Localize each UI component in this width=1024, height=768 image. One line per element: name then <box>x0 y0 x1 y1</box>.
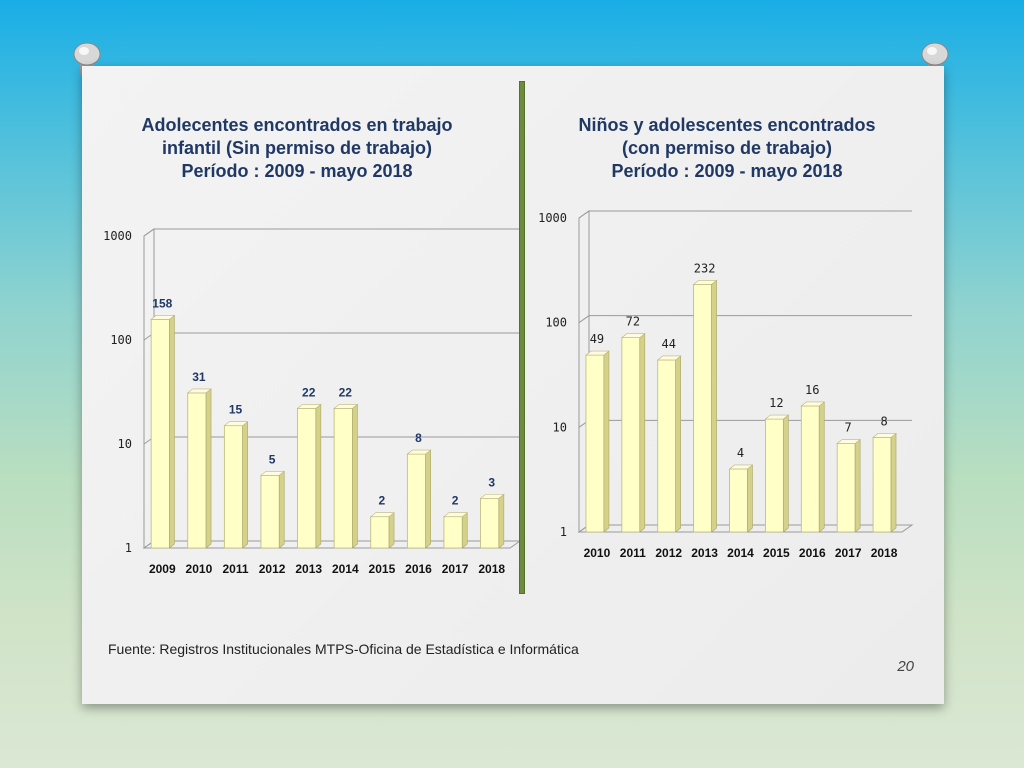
right-bar-side <box>818 401 825 533</box>
left-bar-top <box>150 315 176 320</box>
left-title-line-2: infantil (Sin permiso de trabajo) <box>161 138 433 158</box>
right-chart-title: Niños y adolescentes encontrados (con pe… <box>542 114 912 183</box>
left-title-line-3: Período : 2009 - mayo 2018 <box>181 161 413 181</box>
right-bar <box>657 359 677 533</box>
right-data-label: 44 <box>661 337 675 351</box>
left-data-label: 2 <box>452 494 459 508</box>
right-bar-top <box>728 464 754 470</box>
right-ytick-label: 100 <box>545 316 567 330</box>
right-xtick-label: 2015 <box>763 546 790 560</box>
right-data-label: 16 <box>805 383 819 397</box>
right-bar <box>585 354 605 533</box>
right-ytick-label: 10 <box>553 420 567 434</box>
right-bar-side <box>783 414 789 533</box>
right-bar-chart: 1 10 100 1000 49 2010 72 2011 44 2012 232 2013 4 2014… <box>538 210 914 560</box>
right-xtick-label: 2012 <box>655 546 682 560</box>
left-bar-top <box>260 471 286 476</box>
right-ytick-label: 1000 <box>538 211 567 225</box>
right-xtick-label: 2016 <box>799 546 826 560</box>
right-gridline <box>578 210 912 219</box>
source-note: Fuente: Registros Institucionales MTPS-O… <box>108 641 579 657</box>
right-title-line-2: (con permiso de trabajo) <box>621 138 833 158</box>
left-data-label: 3 <box>488 475 495 489</box>
left-xtick-label: 2011 <box>222 562 248 576</box>
right-bar <box>872 437 892 533</box>
right-data-label: 72 <box>626 315 640 329</box>
right-bar <box>621 337 641 533</box>
left-xtick-label: 2017 <box>442 562 469 576</box>
left-data-label: 5 <box>269 452 276 466</box>
left-data-label: 22 <box>339 385 353 399</box>
left-xtick-label: 2014 <box>332 562 359 576</box>
right-bar <box>765 418 784 533</box>
right-title-line-1: Niños y adolescentes encontrados <box>578 115 876 135</box>
right-bar <box>800 405 820 533</box>
left-ytick-label: 100 <box>110 333 132 347</box>
right-bar-top <box>692 280 718 285</box>
left-xtick-label: 2016 <box>405 562 432 576</box>
left-bar-top <box>443 512 469 517</box>
right-data-label: 4 <box>737 446 744 460</box>
right-bar <box>836 443 856 533</box>
right-xtick-label: 2013 <box>691 546 718 560</box>
left-data-label: 8 <box>415 431 422 445</box>
right-data-label: 232 <box>694 261 716 275</box>
left-ytick-label: 1 <box>125 541 132 555</box>
right-bar-top <box>872 433 897 438</box>
left-data-label: 158 <box>152 296 172 310</box>
right-xtick-label: 2010 <box>584 546 611 560</box>
left-chart-title: Adolecentes encontrados en trabajo infan… <box>112 114 482 183</box>
left-bar-top <box>296 404 322 409</box>
right-bar-top <box>656 355 682 361</box>
left-ytick-label: 1000 <box>103 229 132 243</box>
right-data-label: 7 <box>845 421 852 435</box>
right-bar-top <box>836 439 861 444</box>
left-bar-top <box>186 388 212 394</box>
right-bar-side <box>890 432 897 533</box>
page-number: 20 <box>897 658 914 675</box>
chart-divider <box>519 81 525 594</box>
right-bar-top <box>621 333 646 338</box>
right-xtick-label: 2011 <box>620 546 646 560</box>
right-bar-side <box>675 355 681 533</box>
left-data-label: 22 <box>302 385 316 399</box>
right-bar-top <box>585 350 610 356</box>
left-xtick-label: 2015 <box>369 562 396 576</box>
right-bar-top <box>764 414 790 420</box>
left-xtick-label: 2018 <box>478 562 505 576</box>
right-ytick-label: 1 <box>560 525 567 539</box>
left-bar-top <box>369 512 395 517</box>
right-xtick-label: 2017 <box>835 546 862 560</box>
right-xtick-label: 2018 <box>871 546 898 560</box>
right-xtick-label: 2014 <box>727 546 754 560</box>
right-data-label: 12 <box>769 396 783 410</box>
right-bar <box>693 284 712 533</box>
right-title-line-3: Período : 2009 - mayo 2018 <box>611 161 843 181</box>
left-bar-top <box>406 449 432 455</box>
left-xtick-label: 2013 <box>295 562 322 576</box>
left-bar-top <box>479 494 505 499</box>
left-data-label: 15 <box>229 403 243 417</box>
left-data-label: 31 <box>192 370 206 384</box>
right-bar-side <box>603 350 610 533</box>
right-bar-side <box>747 464 753 533</box>
left-xtick-label: 2012 <box>259 562 286 576</box>
left-ytick-label: 10 <box>118 437 132 451</box>
left-xtick-label: 2010 <box>186 562 213 576</box>
left-bar-chart: 1101001000158200931201015201152012222013… <box>103 228 522 576</box>
right-data-label: 8 <box>880 414 887 428</box>
right-data-label: 49 <box>590 332 604 346</box>
slide-panel: Adolecentes encontrados en trabajo infan… <box>82 66 944 704</box>
right-bar-side <box>854 438 861 533</box>
right-bar <box>729 468 748 533</box>
left-data-label: 2 <box>379 494 386 508</box>
right-bar-side <box>639 332 646 533</box>
left-title-line-1: Adolecentes encontrados en trabajo <box>141 115 453 135</box>
left-bar-top <box>333 404 359 409</box>
left-xtick-label: 2009 <box>149 562 176 576</box>
left-bar-top <box>223 421 249 426</box>
right-bar-top <box>800 401 826 407</box>
right-bar-side <box>711 279 717 533</box>
